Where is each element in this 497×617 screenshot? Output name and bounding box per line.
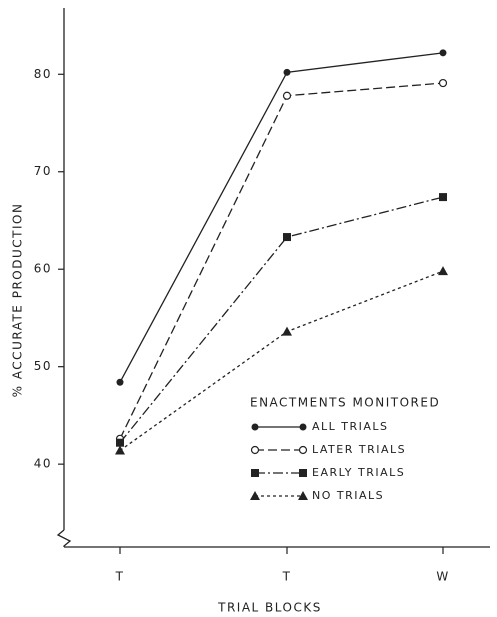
y-axis-label: % ACCURATE PRODUCTION bbox=[11, 203, 25, 398]
legend-marker bbox=[298, 445, 308, 455]
axis-break bbox=[56, 529, 72, 547]
data-point bbox=[439, 49, 447, 57]
legend-title: ENACTMENTS MONITORED bbox=[250, 396, 440, 410]
y-tick-label: 40 bbox=[34, 457, 52, 471]
y-tick-label: 70 bbox=[34, 164, 52, 178]
y-tick-label: 50 bbox=[34, 359, 52, 373]
legend-label: EARLY TRIALS bbox=[312, 466, 405, 479]
data-point bbox=[282, 91, 292, 100]
legend-marker bbox=[250, 445, 260, 455]
data-point bbox=[116, 378, 124, 386]
legend-marker bbox=[250, 491, 260, 500]
data-point bbox=[115, 445, 125, 455]
legend-marker bbox=[298, 491, 308, 500]
legend-marker bbox=[299, 423, 307, 431]
series-line bbox=[119, 52, 444, 383]
data-point bbox=[116, 438, 124, 447]
data-point bbox=[439, 193, 447, 202]
series-line bbox=[119, 270, 444, 452]
data-point bbox=[283, 233, 291, 242]
x-tick-label: W bbox=[436, 570, 449, 584]
data-point bbox=[283, 68, 291, 76]
y-tick-label: 60 bbox=[34, 262, 52, 276]
data-point bbox=[438, 78, 448, 88]
x-axis-label: TRIAL BLOCKS bbox=[217, 601, 322, 615]
data-point bbox=[282, 326, 292, 336]
legend-marker bbox=[251, 423, 259, 431]
legend-label: NO TRIALS bbox=[312, 489, 384, 502]
legend-marker bbox=[299, 469, 307, 477]
x-tick-label: T bbox=[115, 570, 125, 584]
legend-label: ALL TRIALS bbox=[312, 420, 389, 433]
legend-marker bbox=[251, 469, 259, 477]
legend-label: LATER TRIALS bbox=[312, 443, 406, 456]
y-tick-label: 80 bbox=[34, 67, 52, 81]
x-tick-label: T bbox=[282, 570, 292, 584]
data-point bbox=[438, 266, 448, 276]
series-line bbox=[119, 82, 444, 440]
